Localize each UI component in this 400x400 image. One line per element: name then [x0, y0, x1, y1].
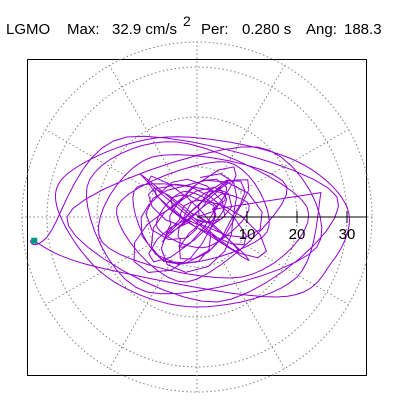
grid-spoke [45, 129, 154, 193]
max-label: Max: [67, 21, 100, 38]
orbit-line [30, 135, 350, 308]
tick-label: 20 [289, 226, 306, 243]
polar-axis: 10 20 30 [197, 211, 366, 243]
grid-spoke [109, 260, 173, 369]
station-code: LGMO [6, 21, 50, 38]
max-unit-exponent: 2 [183, 13, 191, 29]
grid-spoke [221, 65, 285, 174]
period-label: Per: [201, 21, 229, 38]
grid-spoke [240, 129, 349, 193]
chart-header: LGMO Max: 32.9 cm/s 2 Per: 0.280 s Ang: … [6, 13, 382, 38]
orbit-trace [30, 135, 350, 308]
grid-spoke [45, 241, 154, 305]
max-marker [31, 237, 38, 244]
angle-label: Ang: [306, 21, 337, 38]
tick-label: 30 [339, 226, 356, 243]
grid-spoke [221, 260, 285, 369]
grid-spoke [109, 65, 173, 174]
tick-label: 10 [239, 226, 256, 243]
grid-spoke [240, 241, 349, 305]
angle-value: 188.3 [344, 21, 382, 38]
period-value: 0.280 s [242, 21, 291, 38]
markers [31, 237, 38, 244]
max-value: 32.9 cm/s [112, 21, 177, 38]
